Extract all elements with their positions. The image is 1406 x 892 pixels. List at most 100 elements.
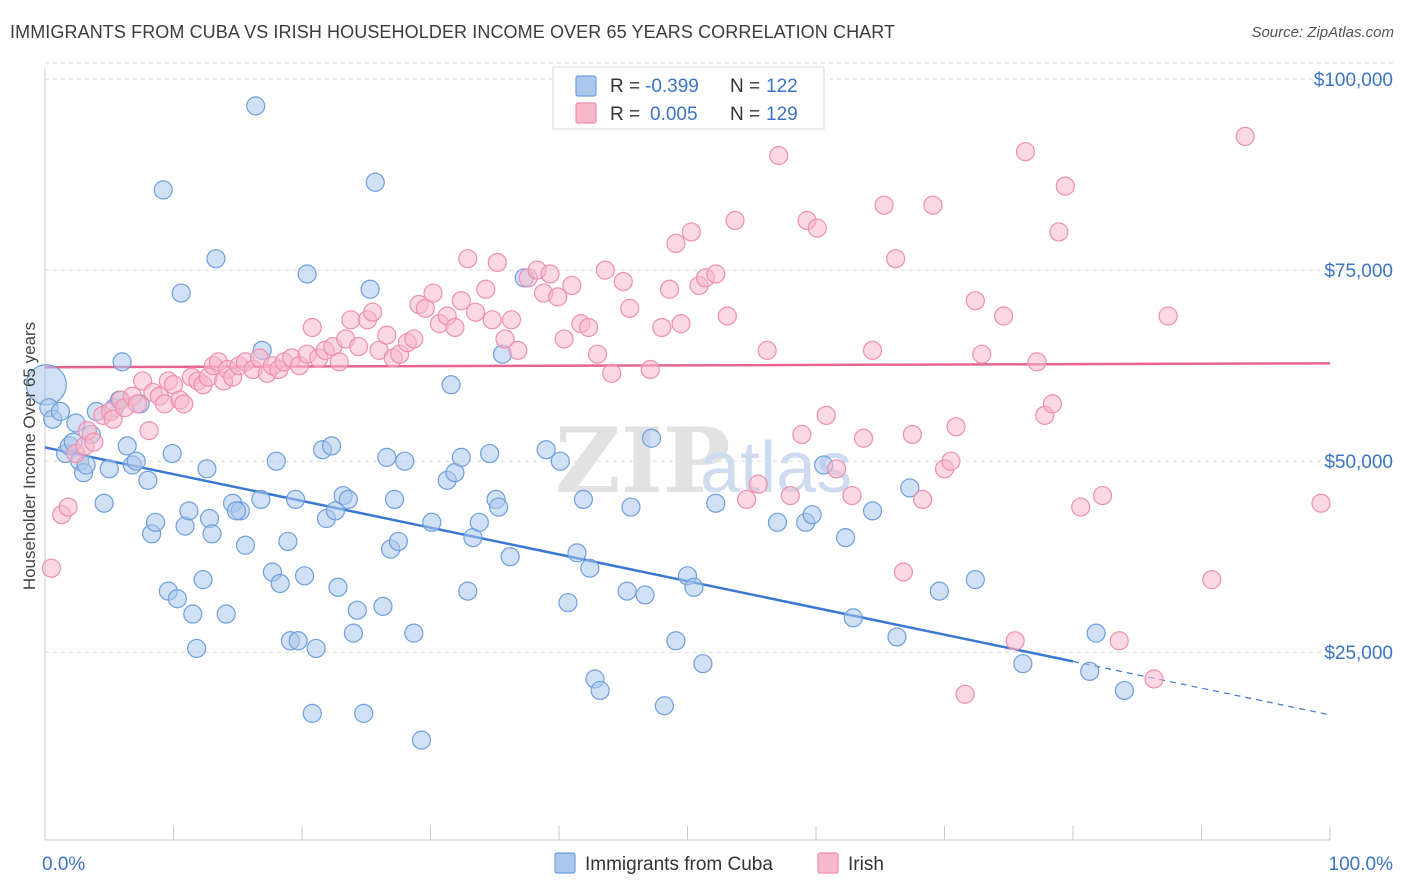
cuba-point-3: [50, 401, 71, 422]
irish-point-104: [780, 485, 800, 506]
bottom-legend-swatch-irish: [817, 852, 839, 874]
cuba-point-62: [328, 577, 348, 597]
series-legend: Immigrants from Cuba Irish: [554, 852, 884, 875]
x-tick-label-1: 100.0%: [1329, 854, 1394, 875]
irish-point-9: [103, 409, 123, 429]
cuba-point-37: [197, 459, 217, 479]
irish-point-130: [1042, 394, 1063, 414]
cuba-point-115: [843, 608, 863, 628]
cuba-point-119: [929, 581, 949, 601]
cuba-point-85: [469, 512, 489, 532]
cuba-point-24: [145, 512, 166, 532]
trendline-cuba: [44, 446, 1074, 663]
cuba-point-97: [580, 558, 600, 578]
cuba-point-92: [536, 440, 556, 460]
irish-point-92: [666, 233, 686, 254]
cuba-point-60: [321, 436, 342, 456]
cuba-point-99: [590, 680, 610, 701]
legend-swatch-irish: [575, 102, 597, 124]
irish-point-47: [329, 352, 349, 372]
irish-point-137: [1158, 306, 1178, 326]
irish-point-90: [652, 317, 672, 338]
irish-point-138: [1202, 570, 1222, 590]
bottom-legend-swatch-cuba: [554, 852, 576, 874]
cuba-point-13: [94, 493, 114, 513]
irish-point-91: [659, 279, 680, 299]
irish-point-122: [955, 684, 975, 704]
irish-point-98: [717, 306, 737, 326]
legend-n-value-cuba: 122: [766, 76, 798, 97]
irish-point-64: [445, 317, 465, 338]
irish-point-70: [487, 252, 507, 273]
irish-point-135: [1109, 631, 1129, 651]
bottom-legend-label-irish: Irish: [848, 854, 884, 875]
cuba-point-94: [558, 592, 578, 613]
cuba-point-38: [206, 249, 226, 269]
cuba-point-105: [666, 631, 686, 651]
cuba-point-112: [802, 505, 822, 525]
cuba-point-73: [384, 489, 405, 510]
cuba-point-116: [862, 501, 883, 521]
irish-point-124: [972, 344, 992, 364]
bottom-legend-label-cuba: Immigrants from Cuba: [585, 854, 773, 875]
irish-point-2: [58, 497, 78, 517]
irish-point-139: [1235, 126, 1255, 147]
irish-point-132: [1055, 176, 1075, 196]
trendline-cuba-extension: [1072, 660, 1331, 716]
cuba-point-120: [965, 570, 985, 590]
irish-point-125: [994, 306, 1014, 326]
cuba-point-68: [360, 279, 380, 299]
legend-r-value-irish: 0.005: [650, 104, 698, 125]
legend-n-value-irish: 129: [766, 104, 798, 125]
irish-point-100: [737, 489, 757, 510]
irish-point-108: [816, 405, 836, 425]
cuba-point-109: [706, 493, 726, 513]
cuba-point-70: [373, 596, 393, 616]
irish-point-82: [578, 317, 599, 338]
irish-point-22: [174, 394, 194, 414]
irish-point-77: [540, 264, 560, 284]
tick-labels: $25,000 $50,000 $75,000 $100,000 0.0% 100.0%: [42, 70, 1393, 875]
cuba-point-124: [1114, 680, 1135, 701]
cuba-point-77: [411, 730, 432, 750]
cuba-point-66: [347, 600, 367, 620]
irish-point-85: [602, 363, 622, 383]
cuba-point-76: [404, 623, 424, 643]
cuba-point-104: [654, 696, 674, 716]
cuba-point-22: [138, 470, 158, 490]
irish-point-43: [302, 317, 322, 338]
irish-point-116: [902, 424, 922, 445]
irish-point-78: [548, 287, 568, 307]
irish-point-89: [640, 359, 660, 380]
irish-point-15: [139, 421, 159, 441]
cuba-point-103: [641, 428, 662, 448]
cuba-point-43: [226, 501, 247, 521]
cuba-point-88: [489, 497, 509, 517]
legend-swatch-cuba: [575, 75, 597, 97]
cuba-point-74: [388, 531, 408, 552]
y-tick-label-0: $25,000: [1324, 643, 1393, 664]
cuba-point-118: [900, 478, 920, 498]
axes: [44, 68, 1331, 841]
irish-point-107: [807, 218, 827, 238]
irish-point-131: [1049, 222, 1069, 242]
irish-point-120: [941, 451, 961, 471]
cuba-point-65: [343, 623, 363, 643]
cuba-point-39: [216, 604, 236, 624]
cuba-point-83: [458, 581, 478, 601]
irish-point-128: [1027, 352, 1047, 372]
legend-n-label-irish: N =: [730, 104, 760, 125]
irish-point-103: [769, 145, 789, 166]
cuba-point-56: [302, 703, 322, 723]
irish-point-67: [465, 302, 486, 322]
irish-point-6: [84, 432, 104, 452]
irish-point-93: [671, 314, 691, 334]
legend-r-label-cuba: R =: [610, 76, 640, 97]
irish-point-0: [41, 558, 62, 578]
irish-point-66: [458, 249, 478, 269]
cuba-point-28: [167, 589, 187, 609]
chart-title: IMMIGRANTS FROM CUBA VS IRISH HOUSEHOLDE…: [10, 22, 896, 42]
irish-point-71: [495, 329, 515, 349]
irish-point-111: [853, 428, 874, 448]
